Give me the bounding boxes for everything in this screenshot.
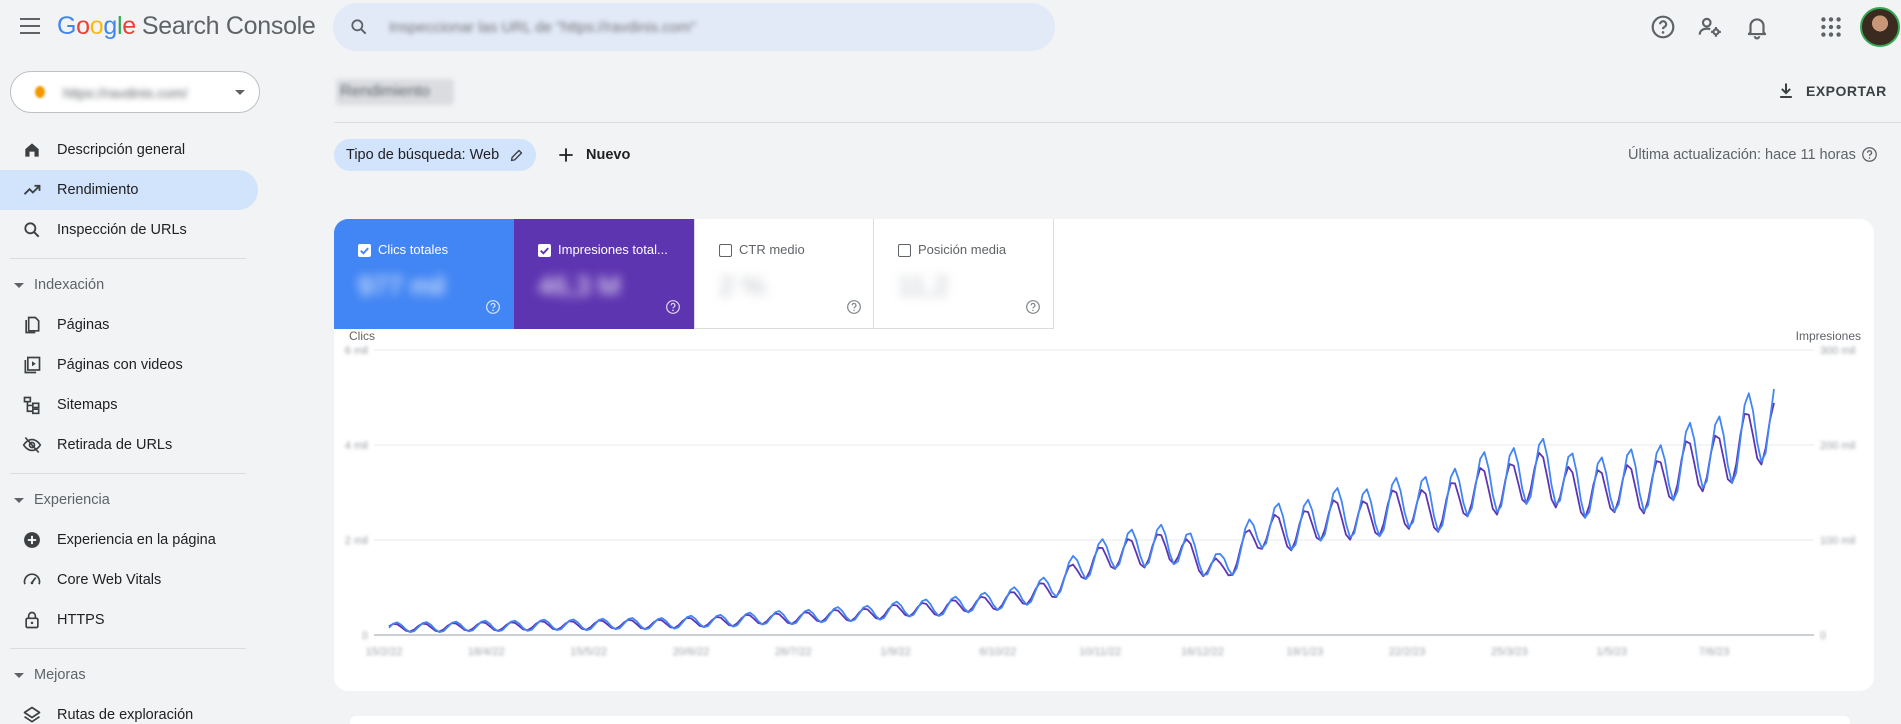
nav-item-sitemaps[interactable]: Sitemaps bbox=[0, 385, 258, 425]
right-axis-title: Impresiones bbox=[1796, 329, 1861, 343]
property-label: https://ravdinis.com/ bbox=[63, 85, 188, 101]
chart-gridlines bbox=[374, 349, 1814, 636]
x-tick-label: 26/7/22 bbox=[775, 646, 812, 658]
x-tick-label: 1/5/23 bbox=[1596, 646, 1627, 658]
right-tick-label: 300 mil bbox=[1820, 345, 1855, 357]
right-tick-label: 100 mil bbox=[1820, 535, 1855, 547]
nav-item-https[interactable]: HTTPS bbox=[0, 600, 258, 640]
x-tick-label: 10/11/22 bbox=[1079, 646, 1121, 658]
chart-ticks: 0 0 2 mil 100 mil 4 mil 200 mil 6 mil 300 mil 15… bbox=[345, 345, 1856, 658]
video-pages-icon bbox=[24, 356, 41, 374]
x-tick-label: 1/9/22 bbox=[880, 646, 911, 658]
x-tick-label: 20/6/22 bbox=[673, 646, 710, 658]
left-tick-label: 6 mil bbox=[345, 345, 368, 357]
help-icon[interactable] bbox=[1025, 299, 1041, 315]
collapse-icon bbox=[14, 282, 24, 288]
notifications-icon[interactable] bbox=[1744, 14, 1770, 40]
search-input[interactable] bbox=[389, 14, 1009, 40]
nav-item-core-web-vitals[interactable]: Core Web Vitals bbox=[0, 560, 258, 600]
x-tick-label: 15/2/22 bbox=[366, 646, 403, 658]
apps-grid-icon[interactable] bbox=[1818, 14, 1844, 40]
menu-icon[interactable] bbox=[16, 12, 44, 40]
impressions-series-line bbox=[388, 402, 1775, 633]
collapse-icon bbox=[14, 497, 24, 503]
nav-section-experience[interactable]: Experiencia bbox=[14, 492, 110, 508]
nav-item-url-inspection[interactable]: Inspección de URLs bbox=[0, 210, 258, 250]
x-tick-label: 25/3/23 bbox=[1491, 646, 1528, 658]
help-icon[interactable] bbox=[1650, 14, 1676, 40]
clicks-series-line bbox=[388, 388, 1775, 633]
performance-chart[interactable]: Clics Impresiones 0 0 2 mil 100 mil 4 mil 200… bbox=[334, 329, 1874, 691]
nav-item-breadcrumbs[interactable]: Rutas de exploración bbox=[0, 695, 258, 724]
export-button[interactable]: EXPORTAR bbox=[1776, 78, 1887, 104]
x-tick-label: 19/1/23 bbox=[1286, 646, 1323, 658]
left-tick-label: 2 mil bbox=[345, 535, 368, 547]
trending-up-icon bbox=[23, 184, 41, 195]
add-filter-button[interactable]: Nuevo bbox=[556, 143, 630, 167]
nav-item-performance[interactable]: Rendimiento bbox=[0, 170, 258, 210]
help-icon[interactable] bbox=[665, 299, 681, 315]
user-settings-icon[interactable] bbox=[1697, 14, 1723, 40]
add-circle-icon bbox=[24, 532, 40, 548]
nav-divider bbox=[10, 258, 246, 259]
metric-card-clicks[interactable]: Clics totales 977 mil bbox=[334, 219, 514, 329]
checkbox-checked-icon[interactable] bbox=[358, 244, 371, 257]
x-tick-label: 7/6/23 bbox=[1699, 646, 1730, 658]
sitemap-icon bbox=[23, 396, 40, 415]
header-divider bbox=[334, 122, 1901, 123]
property-selector[interactable]: https://ravdinis.com/ bbox=[10, 71, 260, 113]
checkbox-checked-icon[interactable] bbox=[538, 244, 551, 257]
nav-divider bbox=[10, 473, 246, 474]
right-tick-label: 200 mil bbox=[1820, 440, 1855, 452]
right-tick-label: 0 bbox=[1820, 630, 1826, 642]
plus-icon bbox=[559, 148, 573, 162]
metric-card-ctr[interactable]: CTR medio 2 % bbox=[694, 219, 874, 329]
left-tick-label: 0 bbox=[362, 630, 368, 642]
collapse-icon bbox=[14, 672, 24, 678]
metric-card-position[interactable]: Posición media 11,2 bbox=[874, 219, 1054, 329]
help-icon[interactable] bbox=[1861, 146, 1878, 163]
edit-pencil-icon bbox=[510, 149, 523, 161]
account-avatar[interactable] bbox=[1860, 7, 1900, 47]
x-tick-label: 18/4/22 bbox=[468, 646, 505, 658]
search-icon bbox=[351, 19, 367, 35]
nav-item-overview[interactable]: Descripción general bbox=[0, 130, 258, 170]
nav-item-removals[interactable]: Retirada de URLs bbox=[0, 425, 258, 465]
download-icon bbox=[1780, 83, 1792, 98]
left-tick-label: 4 mil bbox=[345, 440, 368, 452]
next-card-edge bbox=[350, 716, 1850, 724]
performance-card: Clics totales 977 mil Impresiones total.… bbox=[334, 219, 1874, 691]
nav-divider bbox=[10, 648, 246, 649]
x-tick-label: 16/12/22 bbox=[1181, 646, 1224, 658]
help-icon[interactable] bbox=[485, 299, 501, 315]
property-icon bbox=[35, 86, 45, 98]
page-title: Rendimiento bbox=[336, 79, 454, 105]
speed-gauge-icon bbox=[23, 573, 41, 585]
checkbox-unchecked-icon[interactable] bbox=[719, 244, 732, 257]
nav-section-enhancements[interactable]: Mejoras bbox=[14, 667, 86, 683]
nav-item-video-pages[interactable]: Páginas con videos bbox=[0, 345, 258, 385]
left-axis-title: Clics bbox=[349, 329, 375, 343]
x-tick-label: 6/10/22 bbox=[979, 646, 1016, 658]
top-bar: Google Search Console bbox=[0, 0, 1901, 56]
chevron-down-icon bbox=[235, 90, 245, 95]
product-logo[interactable]: Google Search Console bbox=[57, 12, 316, 40]
metric-card-impressions[interactable]: Impresiones total... 46,3 M bbox=[514, 219, 694, 329]
url-inspection-search[interactable] bbox=[333, 3, 1055, 51]
help-icon[interactable] bbox=[846, 299, 862, 315]
nav-item-pages[interactable]: Páginas bbox=[0, 305, 258, 345]
layers-icon bbox=[23, 706, 41, 723]
nav-section-indexing[interactable]: Indexación bbox=[14, 277, 104, 293]
x-tick-label: 15/5/22 bbox=[570, 646, 607, 658]
lock-icon bbox=[25, 611, 39, 629]
checkbox-unchecked-icon[interactable] bbox=[898, 244, 911, 257]
last-updated-text: Última actualización: hace 11 horas bbox=[1628, 146, 1878, 163]
search-type-filter-chip[interactable]: Tipo de búsqueda: Web bbox=[334, 139, 537, 171]
search-icon bbox=[24, 222, 40, 238]
home-icon bbox=[25, 143, 39, 157]
pages-icon bbox=[25, 316, 40, 334]
visibility-off-icon bbox=[22, 436, 42, 454]
nav-item-page-experience[interactable]: Experiencia en la página bbox=[0, 520, 258, 560]
x-tick-label: 22/2/23 bbox=[1389, 646, 1426, 658]
